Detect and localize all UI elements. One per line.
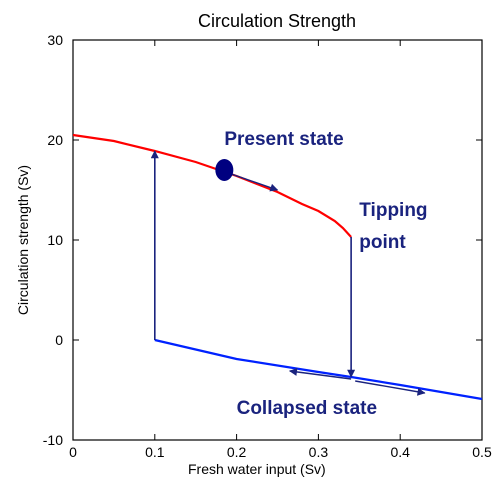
x-tick-label: 0.1 [145, 444, 165, 460]
annotation-label: point [359, 232, 406, 253]
x-tick-label: 0.4 [390, 444, 410, 460]
x-tick-label: 0.2 [227, 444, 247, 460]
series-line-upper [72, 133, 352, 238]
flow-arrow [228, 172, 279, 192]
series-line-lower [154, 338, 483, 401]
present-state-marker [215, 159, 234, 181]
x-tick-label: 0.5 [472, 444, 492, 460]
flow-arrow [355, 380, 426, 396]
y-tick-label: -10 [43, 432, 63, 448]
x-tick-label: 0.3 [309, 444, 329, 460]
plot-frame [72, 39, 483, 441]
chart-title: Circulation Strength [198, 11, 356, 31]
annotation-label: Present state [224, 129, 343, 150]
flow-arrow [288, 367, 352, 380]
y-tick-label: 0 [55, 332, 63, 348]
x-tick-label: 0 [69, 444, 77, 460]
annotation-label: Collapsed state [237, 398, 377, 419]
y-tick-label: 30 [47, 32, 63, 48]
annotation-label: Tipping [359, 200, 427, 221]
y-tick-label: 10 [47, 232, 63, 248]
x-axis-label: Fresh water input (Sv) [188, 461, 326, 477]
y-axis-label: Circulation strength (Sv) [15, 165, 31, 315]
y-tick-label: 20 [47, 132, 63, 148]
